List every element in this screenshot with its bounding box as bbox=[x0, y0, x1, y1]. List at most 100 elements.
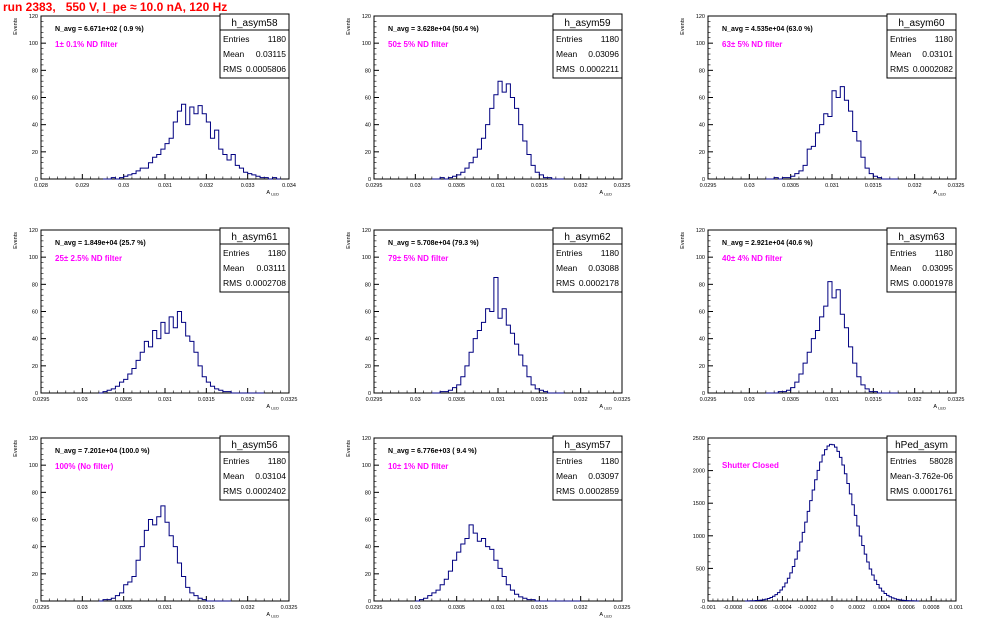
nav-label: N_avg = 5.708e+04 (79.3 %) bbox=[388, 240, 479, 247]
stats-value-rms: 0.0001761 bbox=[913, 486, 953, 496]
x-tick-label: 0.0305 bbox=[782, 397, 799, 403]
x-tick-label: 0.031 bbox=[491, 183, 505, 189]
filter-annotation: 40± 4% ND filter bbox=[722, 254, 782, 263]
y-tick-label: 120 bbox=[362, 228, 371, 234]
stats-box bbox=[886, 451, 957, 501]
stats-label-entries: Entries bbox=[556, 456, 582, 466]
stats-box bbox=[219, 451, 290, 501]
nav-label: N_avg = 4.535e+04 (63.0 %) bbox=[722, 26, 813, 33]
stats-label-entries: Entries bbox=[890, 248, 916, 258]
y-axis-label: Events bbox=[346, 440, 352, 457]
y-tick-label: 40 bbox=[699, 123, 705, 129]
stats-value-entries: 1180 bbox=[601, 34, 620, 44]
y-tick-label: 100 bbox=[696, 255, 705, 261]
histogram-panel-h_asym57: 0 20 40 60 80 100 120 0.0295 0.03 0.0305 0.031 0.03… bbox=[346, 435, 630, 619]
stats-value-mean: 0.03101 bbox=[922, 49, 953, 59]
stats-value-mean: 0.03095 bbox=[922, 263, 953, 273]
y-tick-label: 20 bbox=[699, 364, 705, 370]
stats-label-rms: RMS bbox=[890, 486, 909, 496]
x-tick-label: 0.0325 bbox=[614, 183, 631, 189]
y-tick-label: 20 bbox=[365, 572, 371, 578]
x-tick-label: 0.03 bbox=[410, 183, 421, 189]
x-tick-label: 0.0295 bbox=[700, 397, 717, 403]
stats-label-entries: Entries bbox=[890, 34, 916, 44]
x-tick-label: 0.0295 bbox=[366, 605, 383, 611]
filter-annotation: 50± 5% ND filter bbox=[388, 40, 448, 49]
stats-label-mean: Mean bbox=[556, 263, 578, 273]
stats-value-entries: 1180 bbox=[268, 248, 287, 258]
y-tick-label: 120 bbox=[29, 228, 38, 234]
x-tick-label: 0.0315 bbox=[198, 605, 215, 611]
stats-label-entries: Entries bbox=[223, 248, 249, 258]
y-tick-label: 0 bbox=[368, 177, 371, 183]
y-tick-label: 0 bbox=[368, 391, 371, 397]
x-tick-label: 0.0325 bbox=[948, 397, 965, 403]
stats-box bbox=[219, 29, 290, 79]
x-tick-label: 0.0008 bbox=[923, 605, 940, 611]
x-tick-label: 0.0315 bbox=[865, 183, 882, 189]
stats-value-rms: 0.0002708 bbox=[246, 278, 286, 288]
x-tick-label: 0.033 bbox=[241, 183, 255, 189]
y-tick-label: 40 bbox=[365, 123, 371, 129]
y-axis-label: Events bbox=[13, 440, 19, 457]
histogram-line bbox=[415, 524, 581, 602]
y-tick-label: 100 bbox=[696, 41, 705, 47]
y-tick-label: 0 bbox=[35, 177, 38, 183]
histogram-panel-h_asym62: 0 20 40 60 80 100 120 0.0295 0.03 0.0305 0.031 0.03… bbox=[346, 227, 630, 411]
x-axis-label: A LED bbox=[266, 190, 279, 197]
x-tick-label: 0.032 bbox=[574, 183, 588, 189]
stats-value-rms: 0.0002082 bbox=[913, 64, 953, 74]
stats-box bbox=[886, 243, 957, 293]
x-tick-label: 0.031 bbox=[825, 397, 839, 403]
y-tick-label: 0 bbox=[35, 391, 38, 397]
nav-label: N_avg = 7.201e+04 (100.0 %) bbox=[55, 448, 150, 455]
stats-label-entries: Entries bbox=[556, 34, 582, 44]
y-tick-label: 40 bbox=[32, 337, 38, 343]
y-tick-label: 40 bbox=[32, 123, 38, 129]
y-tick-label: 120 bbox=[696, 14, 705, 20]
stats-label-entries: Entries bbox=[890, 456, 916, 466]
y-tick-label: 120 bbox=[362, 436, 371, 442]
y-tick-label: 0 bbox=[702, 599, 705, 605]
stats-label-mean: Mean bbox=[223, 471, 245, 481]
filter-annotation: 63± 5% ND filter bbox=[722, 40, 782, 49]
histogram-name: h_asym60 bbox=[898, 18, 945, 29]
y-axis-label: Events bbox=[680, 18, 686, 35]
y-tick-label: 40 bbox=[365, 337, 371, 343]
stats-value-rms: 0.0001978 bbox=[913, 278, 953, 288]
y-tick-label: 20 bbox=[365, 150, 371, 156]
x-tick-label: 0.03 bbox=[118, 183, 129, 189]
y-tick-label: 20 bbox=[32, 150, 38, 156]
x-tick-label: 0.028 bbox=[34, 183, 48, 189]
y-tick-label: 60 bbox=[365, 310, 371, 316]
x-tick-label: 0.0305 bbox=[448, 397, 465, 403]
y-tick-label: 80 bbox=[32, 490, 38, 496]
stats-label-rms: RMS bbox=[890, 278, 909, 288]
x-tick-label: 0.0325 bbox=[281, 605, 298, 611]
histogram-name: h_asym57 bbox=[564, 440, 611, 451]
y-tick-label: 120 bbox=[29, 436, 38, 442]
y-tick-label: 100 bbox=[362, 463, 371, 469]
x-tick-label: 0.0305 bbox=[115, 605, 132, 611]
y-axis-label: Events bbox=[13, 18, 19, 35]
stats-label-entries: Entries bbox=[223, 34, 249, 44]
stats-value-mean: 0.03097 bbox=[588, 471, 619, 481]
nav-label: N_avg = 1.849e+04 (25.7 %) bbox=[55, 240, 146, 247]
x-tick-label: 0.0295 bbox=[700, 183, 717, 189]
stats-value-mean: 0.03104 bbox=[255, 471, 286, 481]
stats-label-rms: RMS bbox=[223, 486, 242, 496]
y-tick-label: 100 bbox=[29, 255, 38, 261]
stats-label-rms: RMS bbox=[223, 278, 242, 288]
histogram-panel-h_asym60: 0 20 40 60 80 100 120 0.0295 0.03 0.0305 0.031 0.03… bbox=[680, 13, 964, 197]
stats-value-mean: 0.03088 bbox=[588, 263, 619, 273]
stats-value-rms: 0.0002859 bbox=[579, 486, 619, 496]
nav-label: N_avg = 2.921e+04 (40.6 %) bbox=[722, 240, 813, 247]
stats-value-rms: 0.0005806 bbox=[246, 64, 286, 74]
y-tick-label: 2500 bbox=[693, 436, 705, 442]
stats-value-entries: 1180 bbox=[268, 456, 287, 466]
stats-value-entries: 1180 bbox=[601, 456, 620, 466]
stats-box bbox=[552, 451, 623, 501]
stats-box bbox=[552, 243, 623, 293]
histogram-line bbox=[744, 443, 920, 602]
